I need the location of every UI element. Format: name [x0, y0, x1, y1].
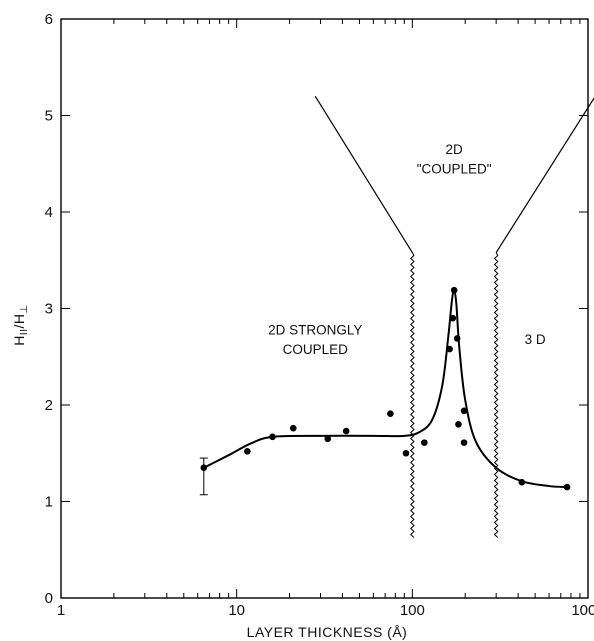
region-label: 3 D	[525, 332, 546, 347]
fit-curve-line	[203, 289, 568, 489]
y-tick-label: 2	[45, 397, 53, 414]
data-point	[269, 433, 276, 441]
y-axis-ticks: 0 1 2 3 4 5 6	[45, 11, 588, 607]
fit-curve	[203, 289, 568, 489]
x-axis-label: LAYER THICKNESS (Å)	[247, 624, 408, 640]
data-point	[460, 439, 468, 446]
region-label: 2D STRONGLY	[268, 323, 362, 338]
y-tick-label: 5	[45, 108, 53, 125]
y-tick-label: 1	[45, 494, 53, 511]
data-point	[455, 421, 462, 428]
data-point	[200, 464, 208, 472]
y-tick-label: 3	[45, 301, 53, 318]
data-point	[563, 483, 571, 491]
data-point	[421, 439, 428, 446]
x-tick-label: 10	[228, 602, 245, 619]
data-points	[199, 286, 571, 496]
x-tick-label: 1	[57, 602, 65, 619]
data-point	[402, 449, 410, 457]
data-point	[450, 286, 458, 294]
y-axis-label: HII/H⊥	[11, 304, 30, 345]
region-label: COUPLED	[283, 342, 349, 357]
plot-border	[60, 18, 589, 599]
plot-frame	[60, 18, 589, 599]
funnel-line	[495, 97, 594, 253]
region-label: "COUPLED"	[417, 161, 492, 176]
region-labels: 2D STRONGLY COUPLED 2D "COUPLED" 3 D	[268, 142, 546, 357]
y-tick-label: 4	[45, 204, 53, 221]
data-point	[518, 478, 526, 486]
y-tick-label: 6	[45, 11, 53, 28]
data-point	[449, 314, 457, 322]
data-point	[460, 407, 468, 415]
data-point	[324, 435, 332, 443]
x-tick-label: 100	[400, 602, 425, 619]
region-label: 2D	[446, 142, 464, 157]
data-point	[342, 427, 350, 435]
y-tick-label: 0	[45, 590, 53, 607]
data-point	[446, 345, 453, 353]
data-point	[289, 424, 297, 432]
data-point	[453, 335, 461, 342]
data-point	[244, 448, 251, 455]
data-point	[387, 410, 394, 417]
funnel-line	[314, 95, 413, 253]
region-boundaries	[314, 95, 594, 538]
region-boundary-line	[493, 252, 499, 538]
region-boundary-line	[410, 252, 415, 538]
